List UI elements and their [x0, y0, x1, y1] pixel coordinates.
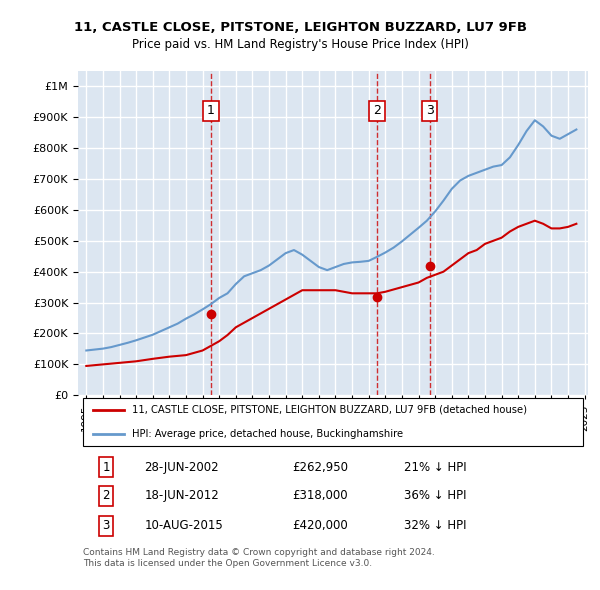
FancyBboxPatch shape	[83, 398, 583, 446]
Text: 1: 1	[207, 104, 215, 117]
Text: Contains HM Land Registry data © Crown copyright and database right 2024.
This d: Contains HM Land Registry data © Crown c…	[83, 548, 435, 568]
Text: £420,000: £420,000	[292, 519, 348, 532]
Text: 3: 3	[425, 104, 434, 117]
Text: £262,950: £262,950	[292, 461, 348, 474]
Text: 36% ↓ HPI: 36% ↓ HPI	[404, 489, 467, 502]
Text: 21% ↓ HPI: 21% ↓ HPI	[404, 461, 467, 474]
Text: 28-JUN-2002: 28-JUN-2002	[145, 461, 219, 474]
Text: 18-JUN-2012: 18-JUN-2012	[145, 489, 219, 502]
Text: Price paid vs. HM Land Registry's House Price Index (HPI): Price paid vs. HM Land Registry's House …	[131, 38, 469, 51]
Text: 11, CASTLE CLOSE, PITSTONE, LEIGHTON BUZZARD, LU7 9FB: 11, CASTLE CLOSE, PITSTONE, LEIGHTON BUZ…	[74, 21, 527, 34]
Text: 2: 2	[102, 489, 110, 502]
Text: 1: 1	[102, 461, 110, 474]
Text: HPI: Average price, detached house, Buckinghamshire: HPI: Average price, detached house, Buck…	[131, 428, 403, 438]
Text: 10-AUG-2015: 10-AUG-2015	[145, 519, 223, 532]
Text: 11, CASTLE CLOSE, PITSTONE, LEIGHTON BUZZARD, LU7 9FB (detached house): 11, CASTLE CLOSE, PITSTONE, LEIGHTON BUZ…	[131, 405, 527, 415]
Text: 32% ↓ HPI: 32% ↓ HPI	[404, 519, 467, 532]
Text: 2: 2	[373, 104, 381, 117]
Text: 3: 3	[103, 519, 110, 532]
Text: £318,000: £318,000	[292, 489, 348, 502]
